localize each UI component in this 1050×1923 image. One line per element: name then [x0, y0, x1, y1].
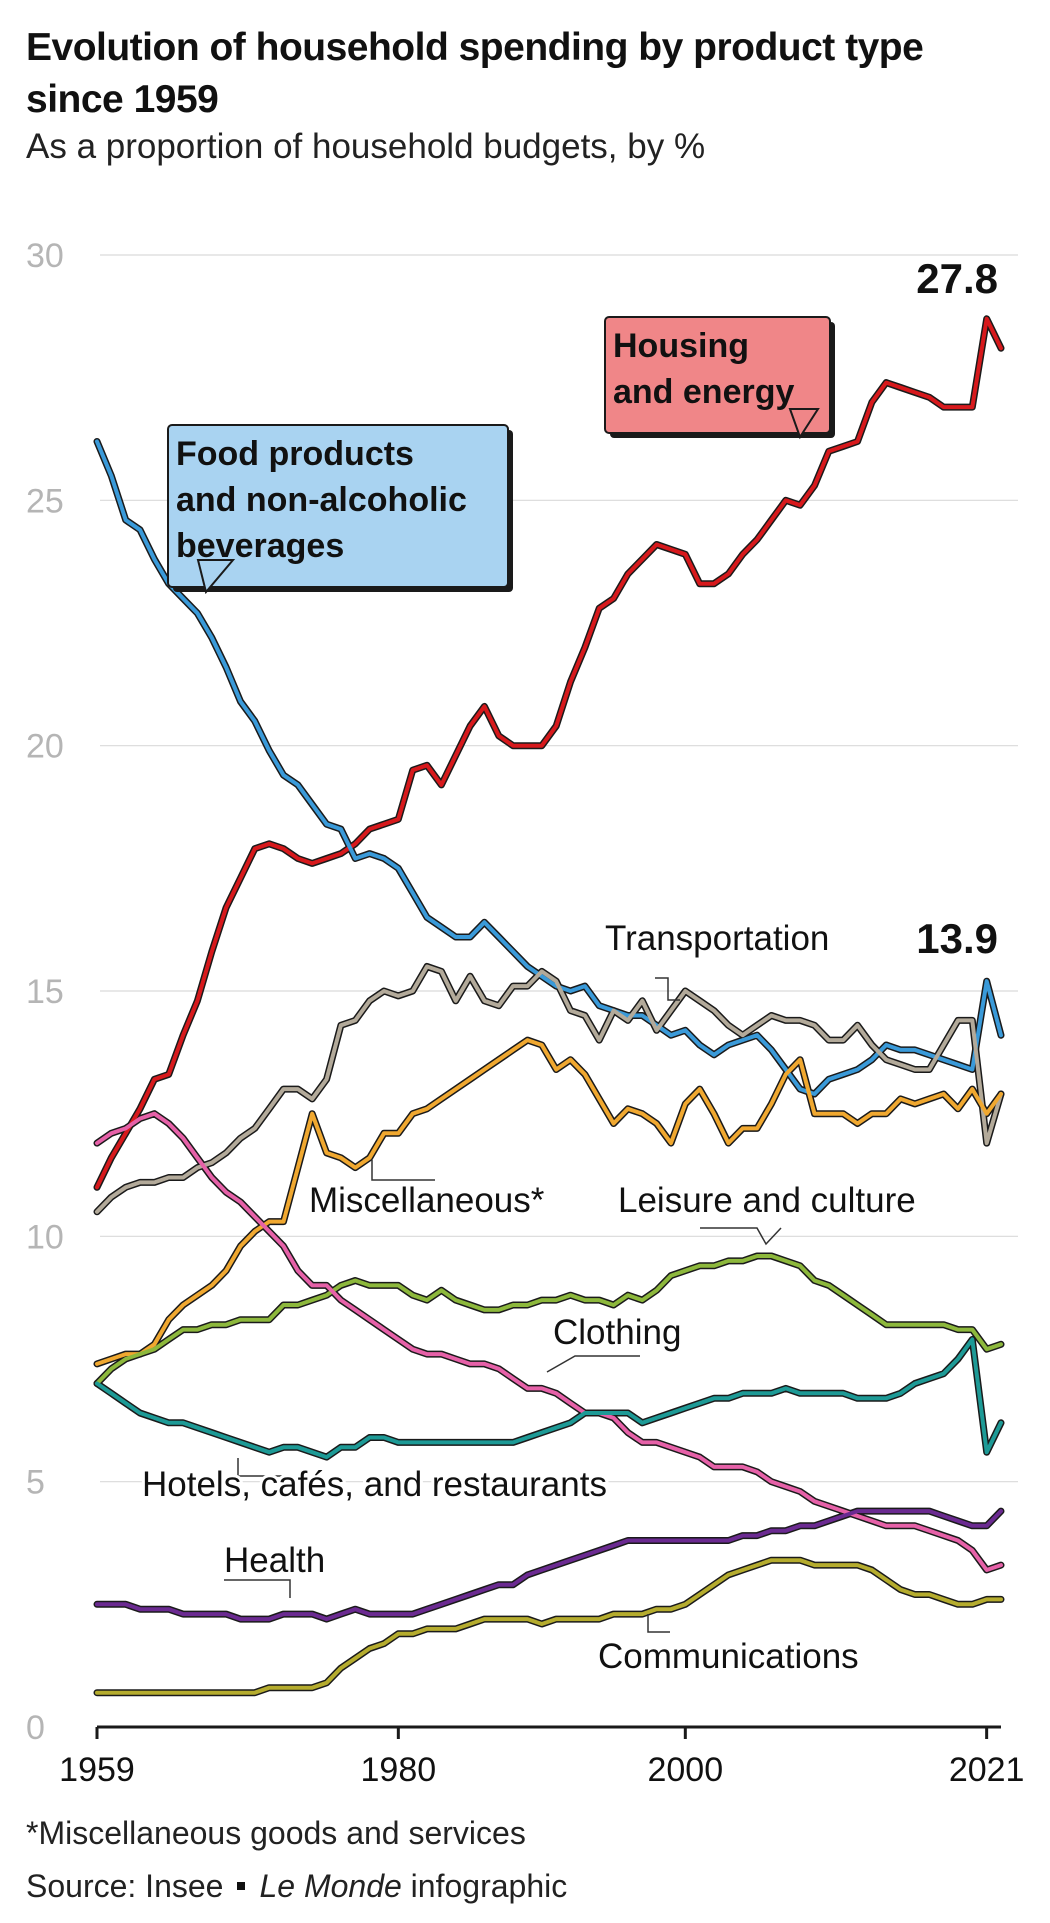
callout-box [167, 424, 509, 588]
misc-line [95, 1038, 1003, 1366]
callout-text-line: and energy [613, 373, 794, 411]
housing-value-label: 27.8 [916, 255, 998, 302]
leisure-label: Leisure and culture [618, 1181, 916, 1220]
misc-label: Miscellaneous* [309, 1181, 545, 1220]
transport-label: Transportation [605, 919, 829, 958]
clothing-leader-line [546, 1355, 640, 1373]
misc-label-group: Miscellaneous* [306, 1160, 548, 1223]
chart-subtitle: As a proportion of household budgets, by… [26, 127, 706, 166]
food-value-label: 13.9 [916, 915, 998, 962]
y-axis-labels: 0 5 10 15 20 25 30 [26, 237, 64, 1747]
x-tick-label: 1959 [59, 1751, 135, 1789]
series-lines [93, 315, 1005, 1697]
hotels-label: Hotels, cafés, and restaurants [142, 1465, 607, 1504]
source-credit: Source: Insee Le Monde infographic [26, 1868, 567, 1905]
food-callout: Food products and non-alcoholic beverages [167, 424, 513, 595]
leisure-leader-line [700, 1227, 782, 1246]
callout-tail [196, 559, 236, 595]
y-tick-label: 25 [26, 482, 64, 520]
health-label-group: Health [221, 1538, 328, 1598]
x-axis: 1959 1980 2000 2021 [59, 1725, 1025, 1789]
comms-line [95, 1558, 1003, 1695]
separator-dot [237, 1881, 246, 1890]
leisure-line [95, 1254, 1003, 1386]
y-tick-label: 15 [26, 973, 64, 1011]
y-tick-label: 20 [26, 728, 64, 766]
clothing-label: Clothing [553, 1313, 681, 1352]
callout-text-line: Food products [176, 435, 414, 473]
series-colors [95, 316, 1003, 1695]
transport-outline [93, 963, 1005, 1216]
housing-callout: Housing and energy [604, 316, 835, 440]
x-tick-label: 2000 [647, 1751, 723, 1789]
y-tick-label: 30 [26, 237, 64, 275]
misc-leader-line [371, 1160, 435, 1181]
source-brand: Le Monde [259, 1868, 402, 1904]
callout-text-line: beverages [176, 527, 344, 565]
callout-text-line: and non-alcoholic [176, 481, 467, 519]
leisure-label-group: Leisure and culture [615, 1178, 919, 1246]
y-tick-label: 5 [26, 1464, 45, 1502]
source-prefix: Source: Insee [26, 1868, 224, 1904]
food-line [95, 439, 1003, 1096]
housing-line [95, 316, 1003, 1190]
callout-tail [788, 408, 820, 440]
transport-leader-line [655, 977, 680, 1001]
x-tick-label: 2021 [949, 1751, 1025, 1789]
clothing-label-group: Clothing [546, 1310, 684, 1373]
comms-leader-line [647, 1614, 670, 1633]
hotels-line [95, 1337, 1003, 1460]
transport-label-group: Transportation [602, 916, 832, 1001]
footnote: *Miscellaneous goods and services [26, 1815, 526, 1851]
callout-box [604, 316, 831, 434]
leisure-outline [93, 1252, 1005, 1387]
y-tick-label: 0 [26, 1709, 45, 1747]
annotations: Food products and non-alcoholic beverages H… [139, 255, 998, 1679]
hotels-label-group: Hotels, cafés, and restaurants [139, 1458, 610, 1507]
health-line [95, 1509, 1003, 1622]
y-tick-label: 10 [26, 1218, 64, 1256]
comms-label-group: Communications [595, 1614, 862, 1679]
source-suffix: infographic [401, 1868, 568, 1904]
transport-line [95, 964, 1003, 1214]
hotels-leader-line [237, 1458, 282, 1477]
line-chart: 0 5 10 15 20 25 30 Food products and non-alcoho… [26, 237, 1025, 1789]
callout-text-line: Housing [613, 327, 749, 365]
health-leader-line [224, 1579, 291, 1598]
comms-label: Communications [598, 1637, 859, 1676]
health-label: Health [224, 1541, 325, 1580]
chart-title: Evolution of household spending by produ… [26, 26, 924, 121]
x-tick-label: 1980 [361, 1751, 437, 1789]
